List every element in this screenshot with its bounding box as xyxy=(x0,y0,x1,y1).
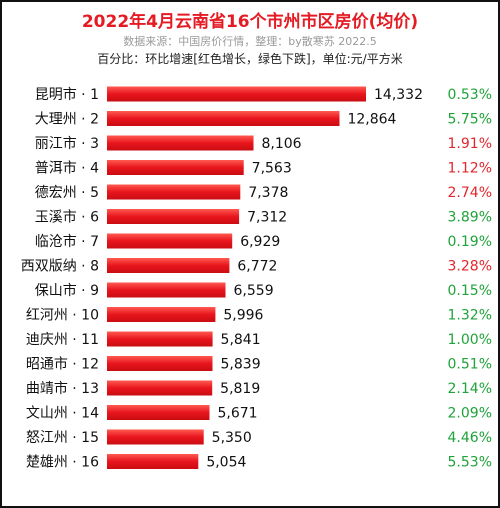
value-label: 7,312 xyxy=(247,210,287,226)
value-label: 8,106 xyxy=(261,136,301,152)
change-label: 3.28% xyxy=(448,259,492,275)
category-label: 曲靖市 · 13 xyxy=(26,380,99,397)
bar xyxy=(107,184,241,200)
value-label: 5,350 xyxy=(212,430,252,446)
value-label: 7,378 xyxy=(248,185,288,201)
value-label: 6,929 xyxy=(240,234,280,250)
category-label: 西双版纳 · 8 xyxy=(21,259,99,275)
bar xyxy=(107,429,204,445)
bar xyxy=(107,233,233,249)
category-label: 普洱市 · 4 xyxy=(35,160,99,177)
change-label: 3.89% xyxy=(448,210,492,226)
category-label: 迪庆州 · 11 xyxy=(26,332,99,348)
bar xyxy=(107,405,210,420)
chart-title: 2022年4月云南省16个市州市区房价(均价) xyxy=(81,12,419,32)
category-label: 红河州 · 10 xyxy=(26,308,99,324)
bar xyxy=(107,307,216,322)
change-label: 2.74% xyxy=(448,185,492,201)
category-label: 德宏州 · 5 xyxy=(35,185,99,201)
change-label: 1.91% xyxy=(448,136,492,152)
category-label: 文山州 · 14 xyxy=(26,406,99,422)
change-label: 1.12% xyxy=(448,161,492,177)
category-label: 玉溪市 · 6 xyxy=(35,209,99,226)
chart-legend-note: 百分比：环比增速[红色增长，绿色下跌]，单位:元/平方米 xyxy=(97,52,403,66)
category-label: 昆明市 · 1 xyxy=(35,86,99,103)
bar xyxy=(107,135,254,151)
bar xyxy=(107,160,244,175)
value-label: 6,772 xyxy=(237,259,277,275)
bar xyxy=(107,258,230,273)
change-label: 0.53% xyxy=(448,87,492,103)
bar xyxy=(107,111,340,126)
bar xyxy=(107,209,240,224)
change-label: 0.51% xyxy=(448,357,492,373)
change-label: 1.32% xyxy=(448,308,492,324)
value-label: 6,559 xyxy=(234,283,274,299)
value-label: 14,332 xyxy=(374,87,423,103)
change-label: 0.15% xyxy=(448,283,492,299)
value-label: 5,841 xyxy=(221,332,261,348)
value-label: 5,671 xyxy=(217,406,257,422)
value-label: 12,864 xyxy=(347,112,396,128)
change-label: 2.14% xyxy=(448,381,492,397)
bar xyxy=(107,282,226,298)
value-label: 5,996 xyxy=(223,308,263,324)
value-label: 5,839 xyxy=(221,357,261,373)
category-label: 楚雄州 · 16 xyxy=(26,455,99,471)
change-label: 1.00% xyxy=(448,332,492,348)
bar xyxy=(107,331,213,347)
change-label: 2.09% xyxy=(448,406,492,422)
value-label: 5,819 xyxy=(220,381,260,397)
bar xyxy=(107,356,213,371)
change-label: 5.53% xyxy=(448,455,492,471)
category-label: 临沧市 · 7 xyxy=(35,233,99,250)
category-label: 大理州 · 2 xyxy=(35,112,99,128)
value-label: 5,054 xyxy=(206,455,246,471)
change-label: 0.19% xyxy=(448,234,492,250)
bar xyxy=(107,454,199,469)
category-label: 昭通市 · 12 xyxy=(26,356,99,373)
bar xyxy=(107,380,213,396)
change-label: 4.46% xyxy=(448,430,492,446)
chart-source-note: 数据来源：中国房价行情，整理：by散寒苏 2022.5 xyxy=(123,35,377,48)
value-label: 7,563 xyxy=(252,161,292,177)
change-label: 5.75% xyxy=(448,112,492,128)
category-label: 怒江州 · 15 xyxy=(26,430,99,446)
category-label: 保山市 · 9 xyxy=(35,282,99,299)
category-label: 丽江市 · 3 xyxy=(35,135,99,152)
bar xyxy=(107,86,366,102)
